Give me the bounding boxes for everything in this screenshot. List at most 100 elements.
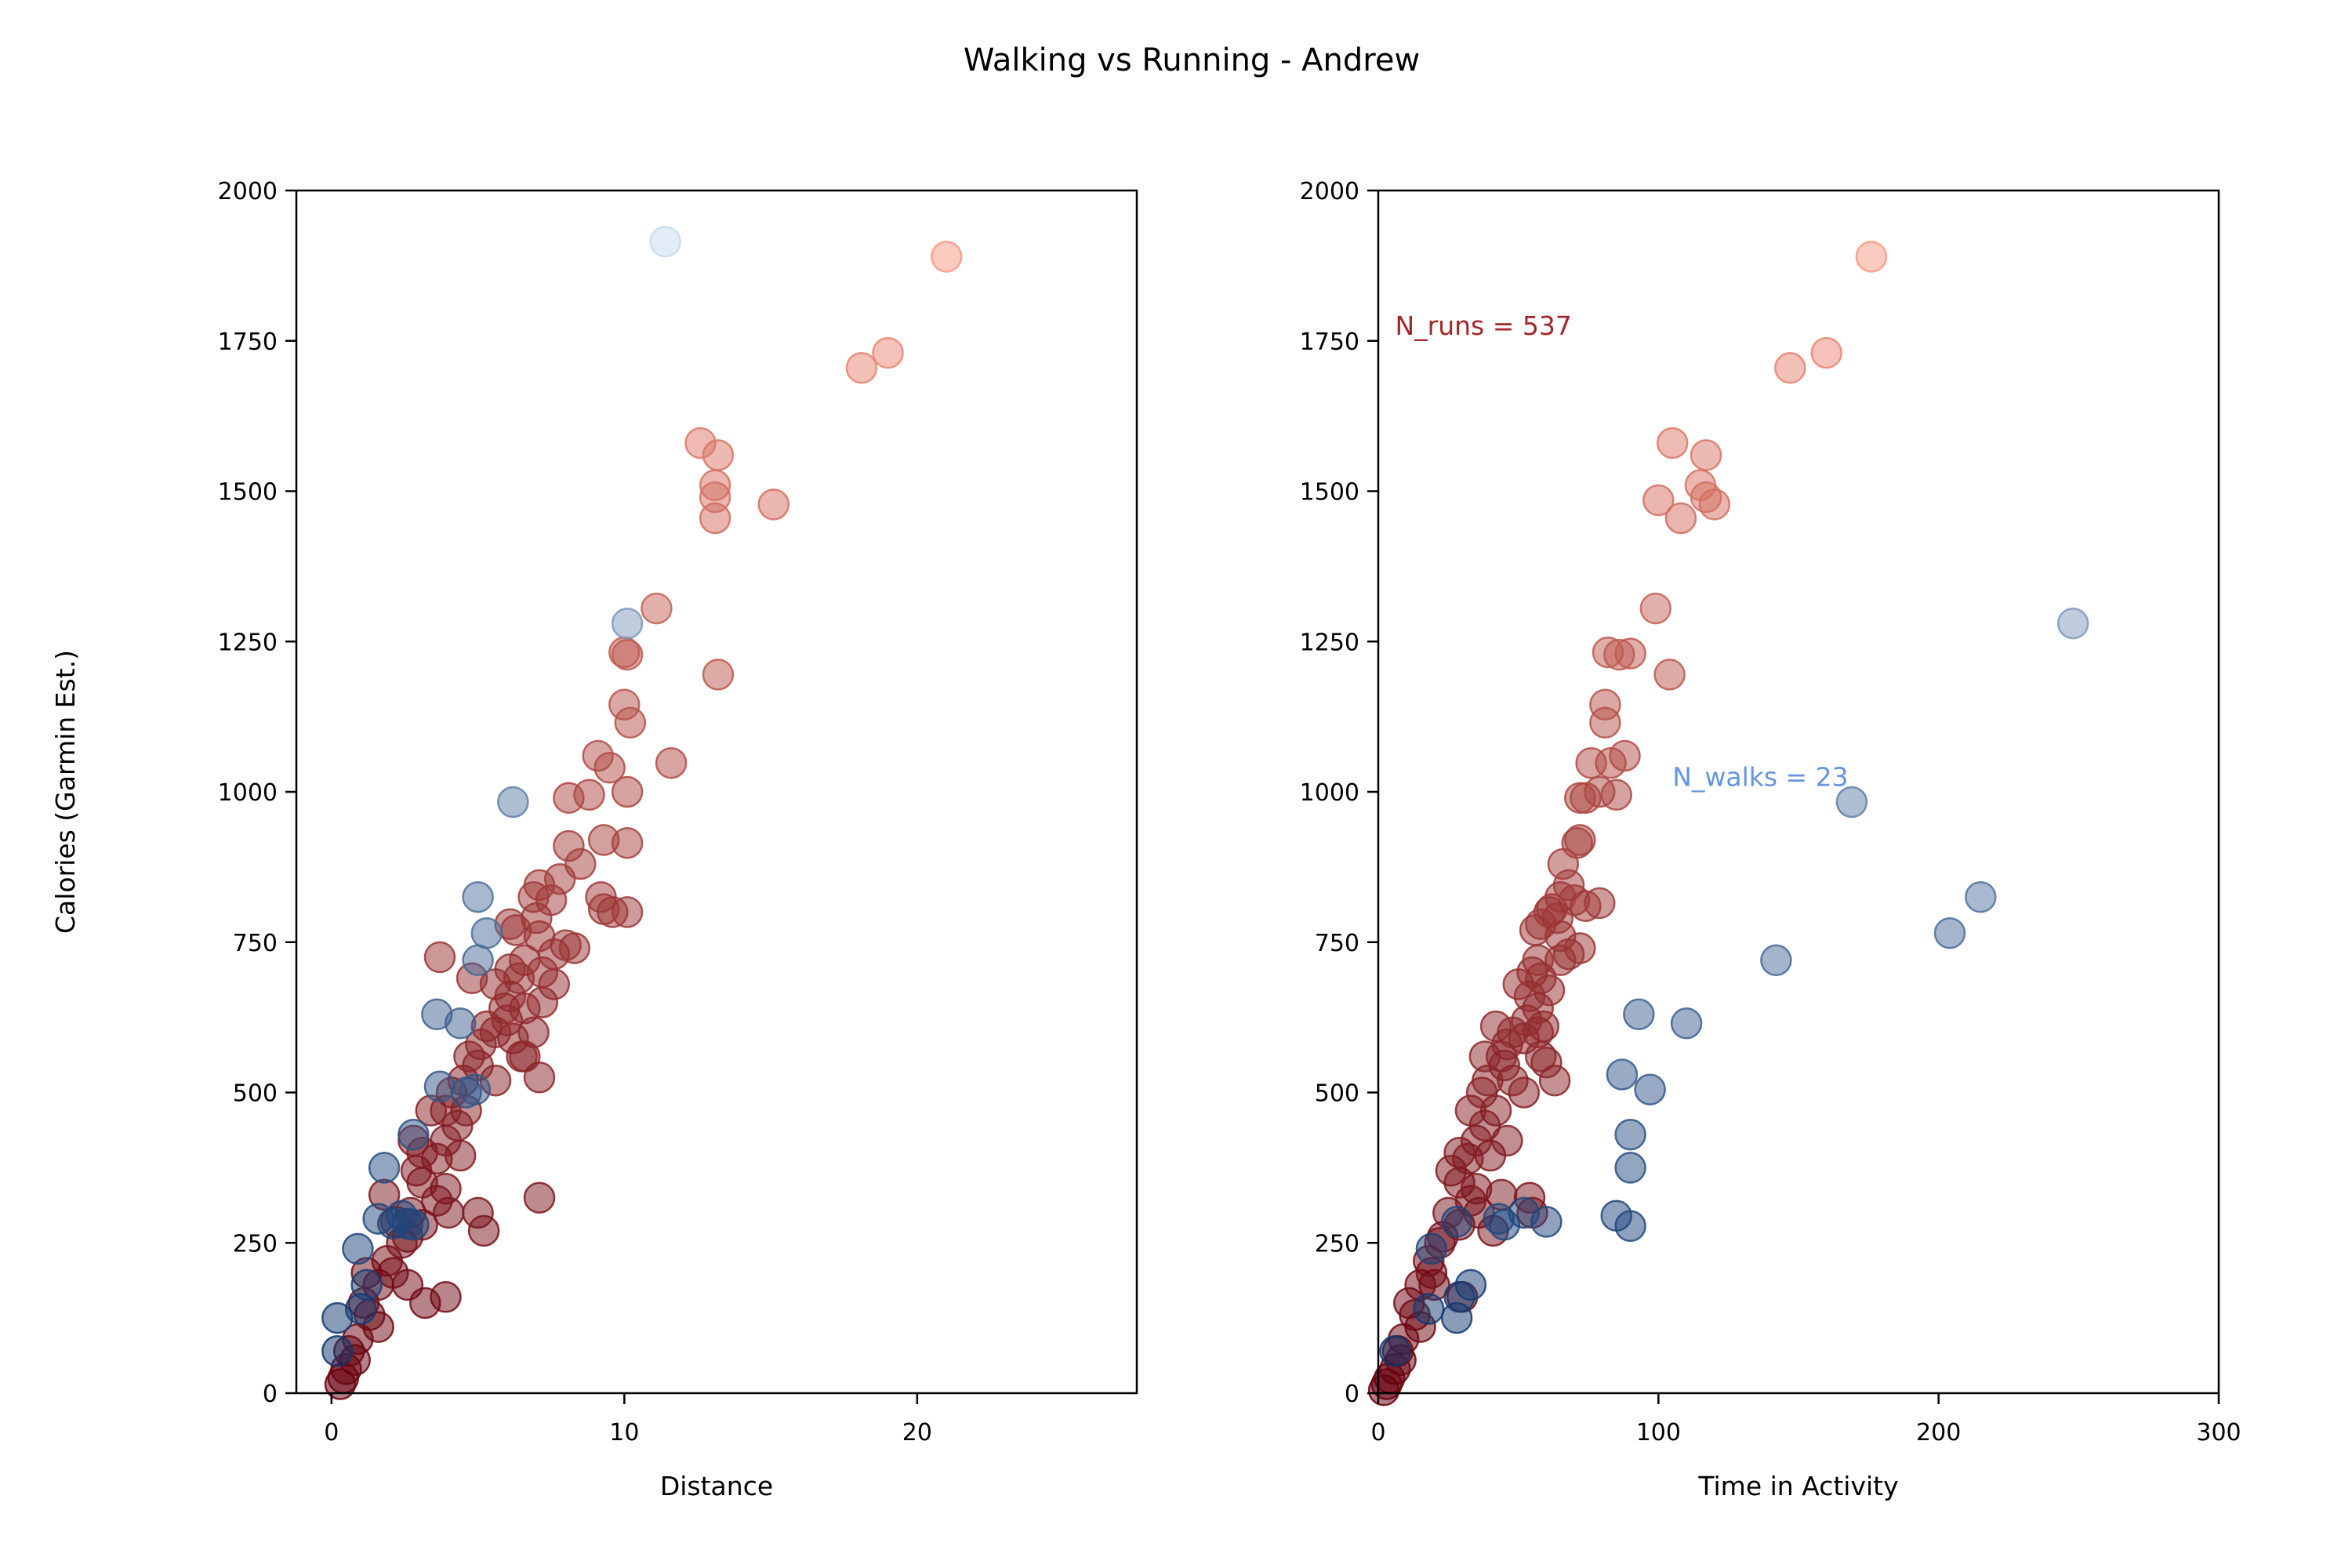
run-point: [1367, 1374, 1400, 1406]
x-tick-label: 100: [1636, 1419, 1681, 1446]
panel-1-points: [321, 225, 963, 1400]
walk-point: [397, 1208, 430, 1241]
y-tick-label: 2000: [1300, 178, 1359, 205]
y-tick-label: 1000: [1300, 779, 1359, 807]
run-point: [1774, 352, 1806, 384]
x-tick-label: 10: [609, 1419, 639, 1446]
walk-point: [444, 1007, 477, 1040]
run-point: [467, 1214, 500, 1247]
panel-1-y-axis-label: Calories (Garmin Est.): [50, 650, 81, 934]
y-tick-label: 1750: [1300, 328, 1359, 356]
y-tick-label: 1750: [218, 328, 278, 356]
walk-point: [1606, 1058, 1639, 1091]
y-tick-label: 750: [233, 930, 278, 957]
walk-point: [1933, 916, 1966, 949]
panel-1-x-axis-label: Distance: [660, 1471, 773, 1501]
panel-2-x-axis-label: Time in Activity: [1697, 1471, 1898, 1501]
walk-point: [1379, 1335, 1411, 1367]
run-point: [611, 826, 644, 859]
x-tick-label: 200: [1916, 1419, 1961, 1446]
run-point: [614, 706, 647, 739]
run-point: [1600, 779, 1632, 811]
x-tick-label: 0: [1370, 1419, 1385, 1446]
run-point: [1570, 782, 1602, 814]
walk-point: [462, 880, 494, 913]
walk-point: [1614, 1210, 1646, 1243]
run-point: [872, 336, 904, 369]
run-point: [324, 1368, 357, 1400]
run-point: [611, 638, 644, 671]
run-point: [1810, 336, 1842, 369]
run-point: [699, 502, 731, 535]
run-point: [423, 941, 456, 974]
y-tick-label: 1500: [1300, 479, 1359, 506]
y-tick-label: 2000: [218, 178, 278, 205]
walk-point: [1440, 1301, 1473, 1334]
walk-point: [1614, 1152, 1646, 1184]
run-point: [506, 1040, 538, 1073]
walk-point: [1413, 1293, 1445, 1325]
x-tick-label: 0: [324, 1419, 339, 1446]
walk-point: [470, 916, 503, 949]
run-point: [409, 1287, 441, 1319]
walk-point: [1415, 1232, 1448, 1265]
run-point: [1603, 638, 1635, 671]
run-point: [702, 439, 735, 471]
walk-point: [462, 944, 494, 977]
run-point: [1855, 241, 1888, 273]
panel-1: 0 250 500 750 1000 1250 1500 1750 2000 0 10 20 Dista…: [50, 178, 1138, 1501]
panel-2: 0 250 500 750 1000 1250 1500 1750 2000 0 100 200 300…: [1300, 178, 2241, 1501]
walk-point: [1488, 1208, 1521, 1241]
walk-point: [611, 607, 644, 640]
run-point: [1570, 890, 1602, 922]
run-point: [1544, 944, 1577, 977]
run-point: [1639, 592, 1672, 625]
run-point: [930, 241, 963, 273]
runs-count-annotation: N_runs = 537: [1395, 310, 1571, 341]
walk-point: [368, 1152, 401, 1184]
run-point: [757, 488, 790, 521]
walk-point: [1440, 1206, 1473, 1238]
y-tick-label: 1000: [218, 779, 278, 807]
y-tick-label: 250: [233, 1230, 278, 1258]
walk-point: [450, 1076, 482, 1109]
run-point: [553, 782, 585, 814]
y-tick-label: 750: [1315, 930, 1359, 957]
walk-point: [497, 786, 529, 818]
run-point: [1656, 426, 1689, 459]
x-tick-label: 300: [2196, 1419, 2241, 1446]
x-tick-label: 20: [902, 1419, 932, 1446]
walk-point: [649, 225, 681, 258]
run-point: [845, 352, 878, 384]
walk-point: [321, 1335, 354, 1367]
walks-count-annotation: N_walks = 23: [1672, 761, 1849, 792]
run-point: [1538, 1064, 1571, 1097]
walk-point: [397, 1118, 430, 1151]
run-point: [1653, 659, 1686, 691]
run-point: [1575, 746, 1607, 779]
run-point: [611, 896, 644, 928]
run-point: [1642, 484, 1675, 517]
run-point: [611, 775, 644, 808]
walk-point: [1623, 998, 1655, 1031]
walk-point: [2056, 607, 2089, 640]
y-tick-label: 0: [1345, 1381, 1359, 1408]
walk-point: [1614, 1118, 1646, 1151]
y-tick-label: 500: [1315, 1080, 1359, 1108]
y-tick-label: 250: [1315, 1230, 1359, 1258]
walk-point: [342, 1232, 374, 1265]
walk-point: [423, 1070, 456, 1103]
walk-point: [1835, 786, 1868, 818]
run-point: [1589, 706, 1621, 739]
run-point: [641, 592, 673, 625]
walk-point: [321, 1301, 354, 1334]
walk-point: [1530, 1206, 1563, 1238]
walk-point: [1965, 880, 1997, 913]
run-point: [1698, 488, 1731, 521]
y-tick-label: 1500: [218, 479, 278, 506]
run-point: [523, 1181, 556, 1214]
y-tick-label: 1250: [218, 629, 278, 656]
